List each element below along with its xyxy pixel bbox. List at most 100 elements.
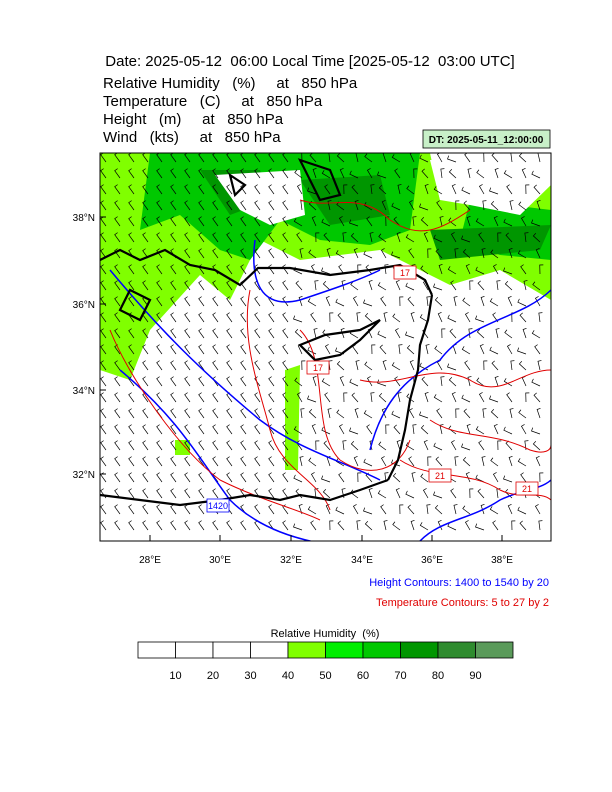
wind-barb: [518, 361, 527, 371]
colorbar-box: [400, 641, 439, 659]
wind-barb: [492, 312, 499, 323]
wind-barb: [296, 392, 303, 403]
wind-barb: [156, 472, 163, 483]
wind-barb: [301, 360, 306, 371]
wind-barb: [114, 184, 121, 195]
wind-barb: [503, 426, 513, 435]
wind-barb: [128, 280, 135, 291]
wind-barb: [490, 201, 499, 211]
wind-barb: [142, 424, 149, 435]
wind-barb: [434, 505, 443, 515]
wind-barb: [226, 376, 233, 387]
wind-barb: [350, 233, 359, 243]
wind-barb: [421, 376, 429, 387]
wind-barb: [336, 153, 345, 163]
wind-barb: [282, 376, 289, 387]
wind-barb: [482, 200, 487, 211]
wind-barb: [421, 168, 429, 179]
wind-barb: [170, 280, 177, 291]
wind-barb: [532, 233, 541, 243]
wind-barb: [426, 504, 431, 515]
wind-barb: [420, 217, 429, 227]
wind-barb: [226, 216, 233, 227]
contour-label-box: [306, 360, 330, 375]
wind-barb: [156, 216, 163, 227]
wind-barb: [268, 200, 275, 211]
wind-barb: [449, 328, 457, 339]
wind-barb: [268, 392, 275, 403]
wind-barb: [114, 264, 121, 275]
wind-barb: [307, 298, 317, 307]
wind-barb: [226, 296, 233, 307]
wind-barb: [453, 504, 458, 515]
wind-barb: [170, 232, 177, 243]
wind-barb: [268, 280, 275, 291]
wind-barb: [489, 395, 499, 403]
wind-barb: [170, 408, 177, 419]
wind-barb: [489, 187, 499, 195]
wind-barb: [477, 488, 485, 499]
wind-barb: [489, 298, 499, 307]
wind-barb: [311, 215, 317, 227]
wind-barb: [392, 473, 401, 483]
wind-barb: [447, 522, 457, 531]
wind-barb: [212, 280, 219, 291]
wind-barb: [394, 376, 401, 387]
wind-barb: [212, 184, 219, 195]
wind-barb: [128, 520, 135, 531]
wind-barb: [114, 408, 121, 419]
wind-barb: [170, 168, 177, 179]
wind-barb: [465, 263, 471, 275]
wind-barb: [293, 474, 303, 483]
wind-barb: [532, 281, 541, 291]
colorbar-box: [250, 641, 289, 659]
wind-barb: [184, 488, 191, 499]
wind-barb: [240, 312, 247, 323]
wind-barb: [494, 375, 499, 387]
wind-barb: [128, 488, 135, 499]
wind-barb: [142, 376, 149, 387]
wind-barb: [212, 344, 219, 355]
wind-barb: [380, 296, 387, 307]
wind-barb: [268, 248, 275, 259]
wind-barb: [226, 232, 233, 243]
wind-barb: [353, 455, 359, 467]
wind-barb: [531, 378, 541, 387]
wind-barb: [254, 504, 261, 515]
wind-barb: [170, 424, 177, 435]
wind-barb: [522, 327, 527, 339]
lon-label: 34°E: [351, 555, 373, 566]
wind-barb: [321, 426, 331, 435]
wind-barb: [212, 232, 219, 243]
wind-barb: [254, 440, 261, 451]
wind-barb: [329, 520, 334, 531]
wind-barb: [495, 328, 500, 339]
wind-barb: [480, 295, 485, 307]
wind-barb: [315, 440, 320, 451]
wind-barb: [412, 424, 417, 435]
wind-barb: [518, 201, 527, 211]
wind-barb: [468, 328, 473, 339]
wind-barb: [254, 456, 261, 467]
wind-barb: [321, 170, 331, 179]
wind-barb: [310, 472, 317, 483]
wind-barb: [268, 472, 275, 483]
wind-barb: [307, 187, 317, 195]
wind-barb: [408, 408, 415, 419]
wind-barb: [156, 392, 163, 403]
wind-barb: [337, 520, 345, 531]
wind-barb: [100, 200, 107, 211]
wind-barb: [518, 153, 527, 163]
wind-barb: [380, 456, 387, 467]
wind-barb: [366, 376, 373, 387]
wind-barb: [363, 458, 373, 467]
wind-barb: [423, 231, 429, 243]
wind-barb: [198, 440, 205, 451]
wind-barb: [392, 313, 401, 323]
wind-barb: [226, 344, 233, 355]
wind-barb: [268, 328, 275, 339]
wind-barb: [184, 520, 191, 531]
wind-barb: [440, 168, 445, 179]
wind-barb: [226, 328, 233, 339]
wind-barb: [354, 407, 359, 419]
